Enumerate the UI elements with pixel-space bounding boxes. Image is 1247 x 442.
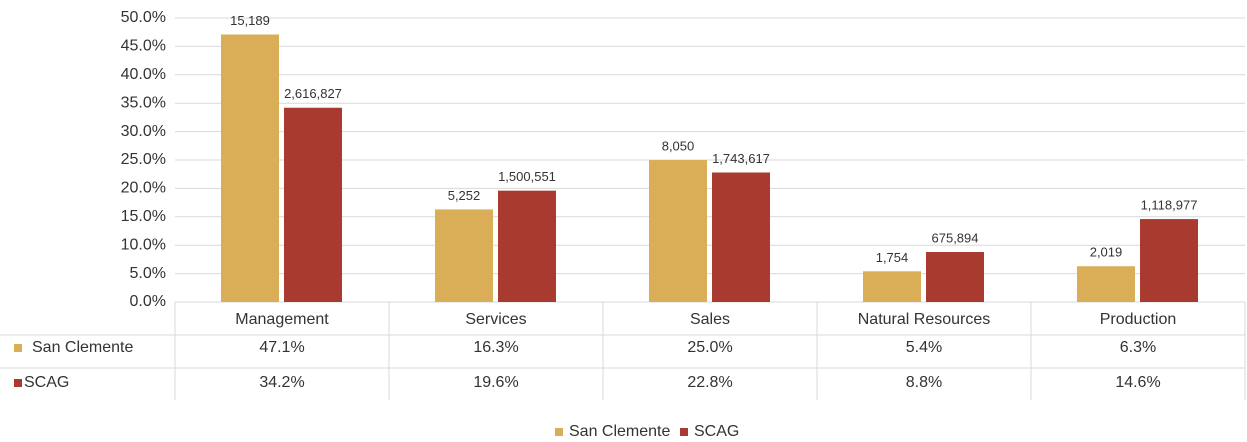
data-label: 15,189 <box>230 13 270 28</box>
y-tick-label: 10.0% <box>121 236 166 253</box>
data-label: 5,252 <box>448 188 481 203</box>
legend-swatch <box>555 428 563 436</box>
table-cell: 14.6% <box>1115 374 1160 391</box>
bar <box>926 252 984 302</box>
table-legend-swatch <box>14 344 22 352</box>
table-row-header: SCAG <box>24 374 69 391</box>
bar <box>649 160 707 302</box>
y-tick-label: 35.0% <box>121 94 166 111</box>
y-tick-label: 0.0% <box>130 293 166 310</box>
data-label: 2,019 <box>1090 245 1123 260</box>
table-cell: 47.1% <box>259 339 304 356</box>
data-label: 1,743,617 <box>712 151 770 166</box>
y-tick-label: 15.0% <box>121 208 166 225</box>
bar <box>1077 266 1135 302</box>
table-cell: 34.2% <box>259 374 304 391</box>
bar <box>284 107 342 302</box>
x-tick-label: Sales <box>690 311 730 328</box>
bar <box>863 271 921 302</box>
x-tick-label: Services <box>465 311 526 328</box>
x-tick-label: Natural Resources <box>858 311 991 328</box>
legend-swatch <box>680 428 688 436</box>
x-tick-label: Management <box>235 311 329 328</box>
bar <box>221 34 279 303</box>
data-label: 8,050 <box>662 138 695 153</box>
y-tick-label: 50.0% <box>121 9 166 26</box>
table-cell: 25.0% <box>687 339 732 356</box>
table-cell: 6.3% <box>1120 339 1156 356</box>
bar <box>1140 219 1198 302</box>
bar <box>712 172 770 302</box>
table-cell: 19.6% <box>473 374 518 391</box>
table-cell: 5.4% <box>906 339 942 356</box>
table-cell: 8.8% <box>906 374 942 391</box>
table-legend-swatch <box>14 379 22 387</box>
table-cell: 16.3% <box>473 339 518 356</box>
y-tick-label: 45.0% <box>121 38 166 55</box>
table-row-header: San Clemente <box>32 339 133 356</box>
data-label: 2,616,827 <box>284 86 342 101</box>
y-tick-label: 20.0% <box>121 180 166 197</box>
y-tick-label: 30.0% <box>121 123 166 140</box>
legend-label: SCAG <box>694 423 739 440</box>
bar <box>498 190 556 302</box>
data-label: 1,118,977 <box>1141 198 1198 213</box>
y-tick-label: 40.0% <box>121 66 166 83</box>
data-label: 1,754 <box>876 250 909 265</box>
y-tick-label: 25.0% <box>121 151 166 168</box>
y-tick-label: 5.0% <box>130 265 166 282</box>
table-cell: 22.8% <box>687 374 732 391</box>
data-label: 1,500,551 <box>498 169 556 184</box>
bar <box>435 209 493 302</box>
data-label: 675,894 <box>932 230 979 245</box>
legend-label: San Clemente <box>569 423 670 440</box>
x-tick-label: Production <box>1100 311 1177 328</box>
